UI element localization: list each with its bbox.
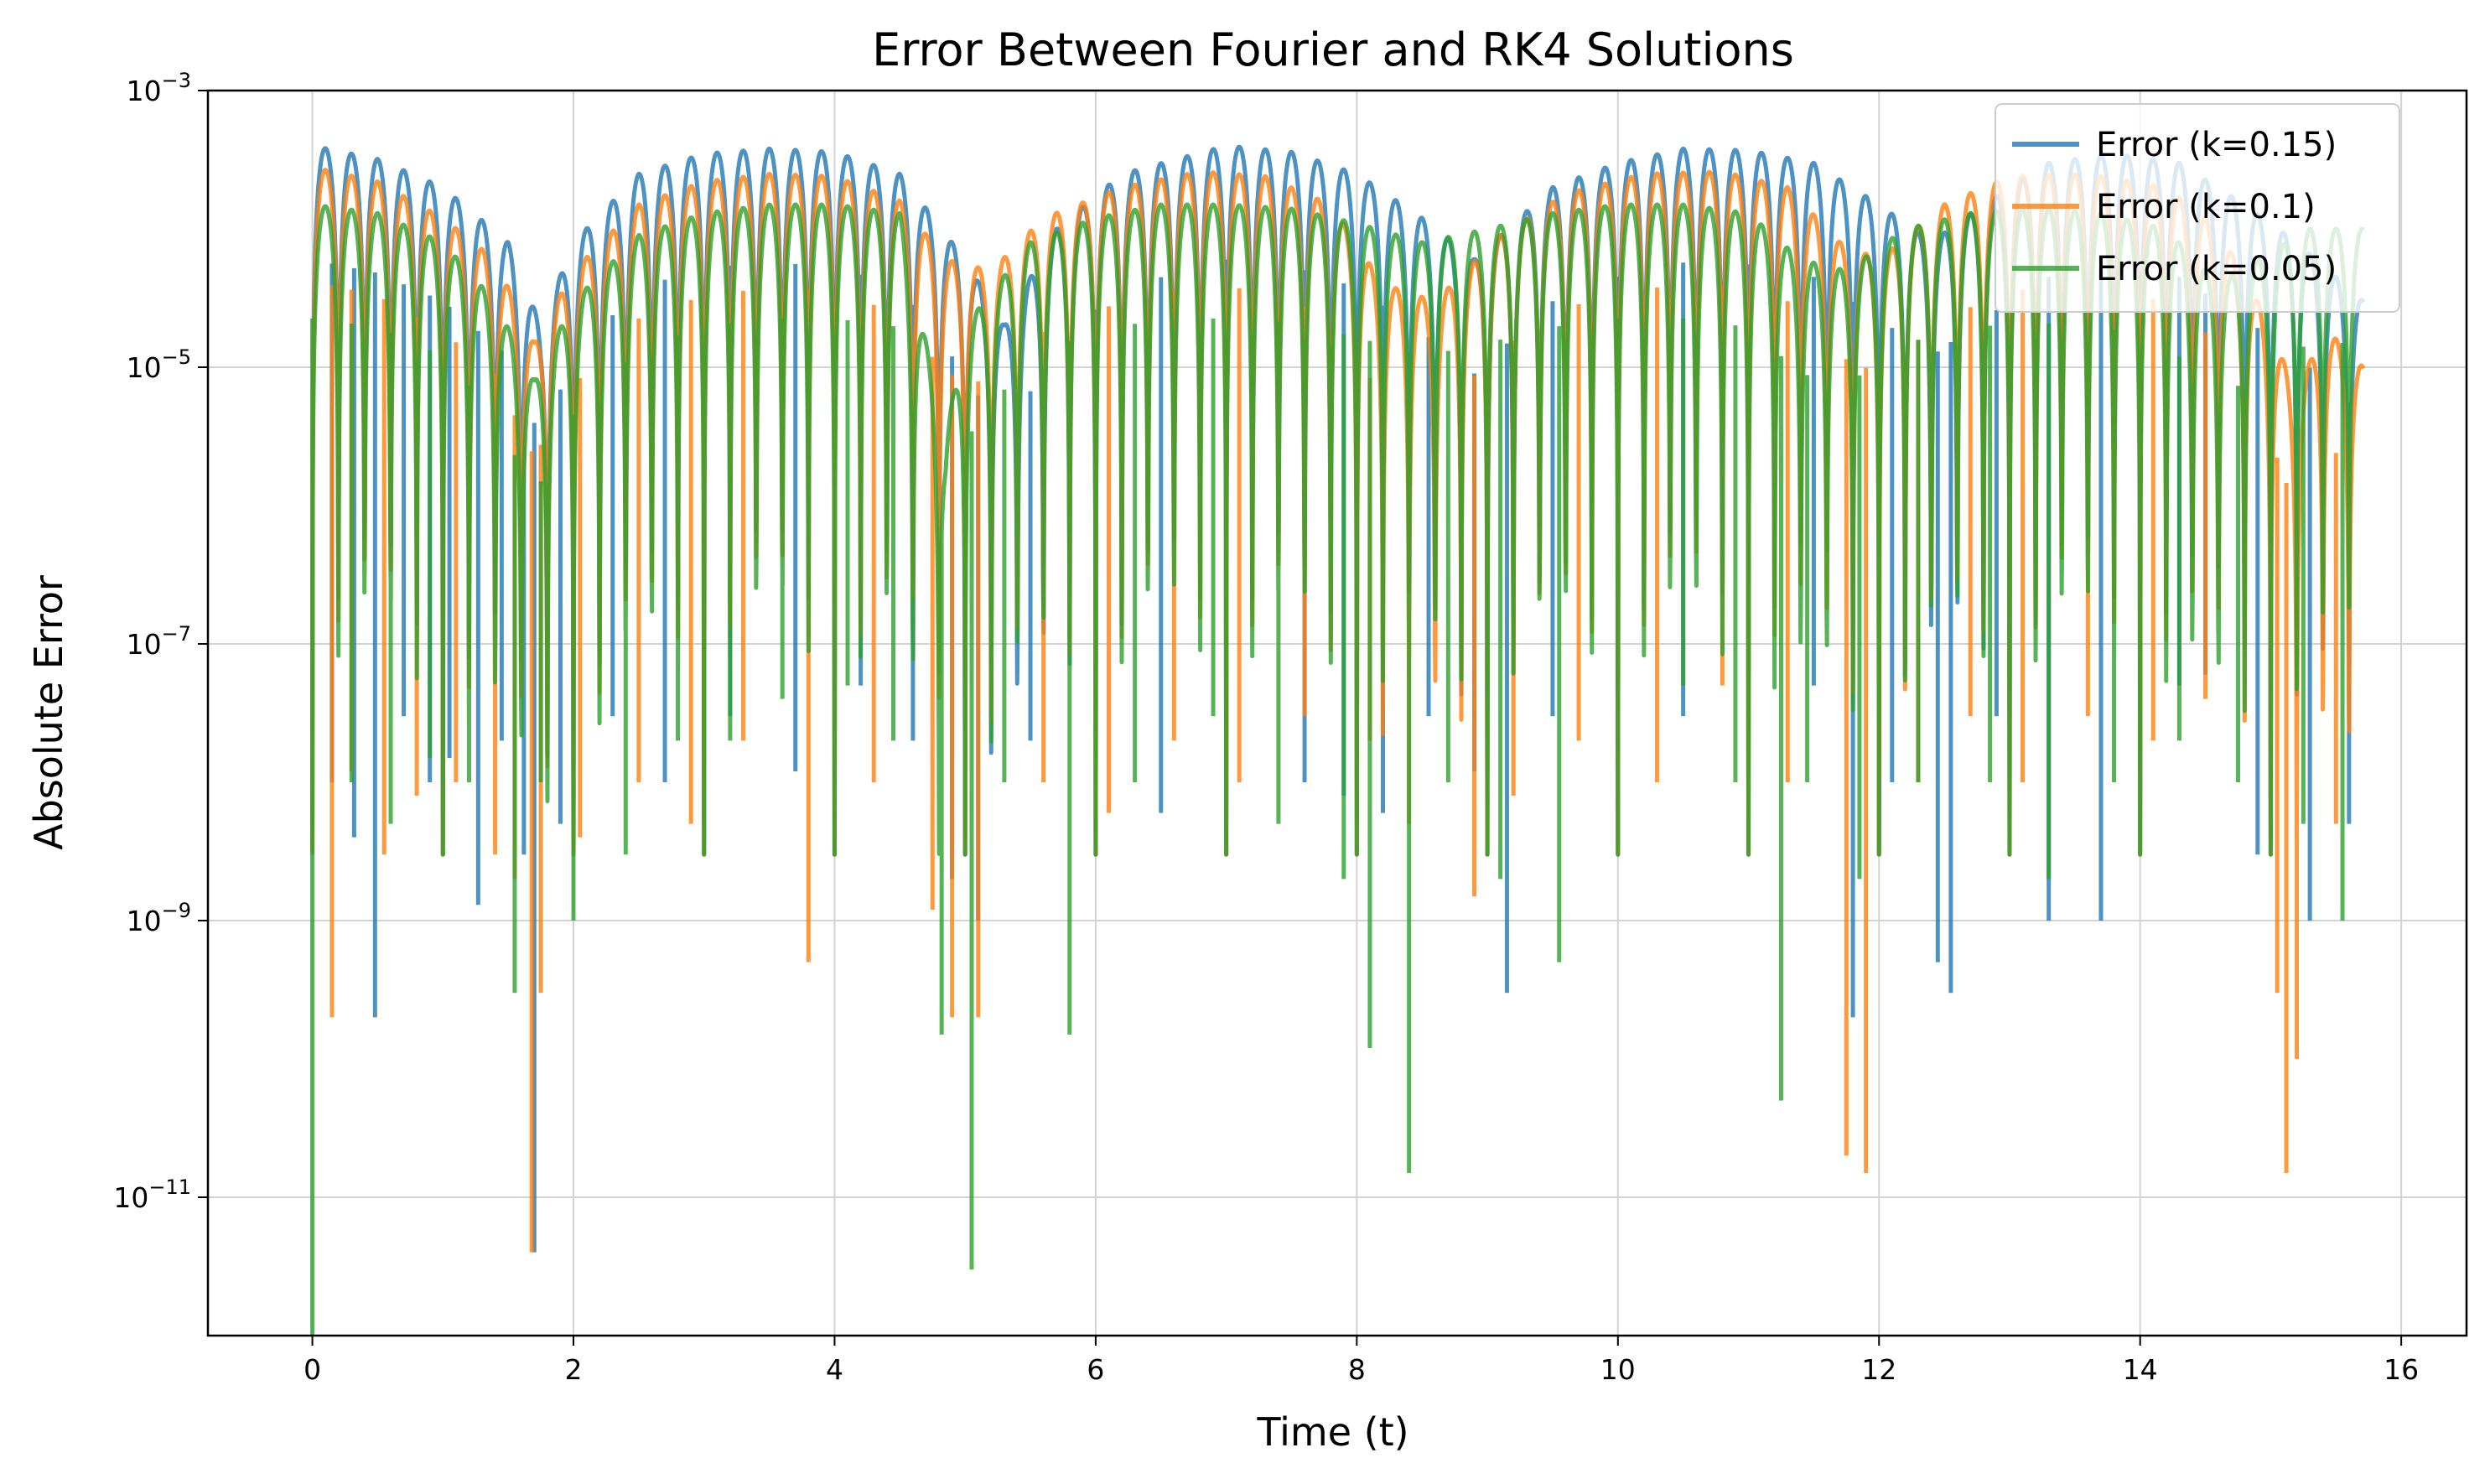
y-tick-label: 10−7 <box>127 622 191 661</box>
legend-label: Error (k=0.05) <box>2096 250 2337 288</box>
chart-title: Error Between Fourier and RK4 Solutions <box>872 23 1794 76</box>
x-axis-label: Time (t) <box>1256 1409 1408 1455</box>
y-axis-ticks: 10−11 10−9 10−7 10−5 10−3 <box>113 69 208 1214</box>
legend-box <box>1995 103 2400 313</box>
legend: Error (k=0.15) Error (k=0.1) Error (k=0.05… <box>1995 103 2400 313</box>
x-tick-label: 2 <box>565 1353 583 1386</box>
series-line-2 <box>310 202 2366 1336</box>
x-tick-label: 6 <box>1087 1353 1104 1386</box>
y-tick-label: 10−5 <box>127 345 191 384</box>
y-axis-label: Absolute Error <box>26 575 71 850</box>
legend-label: Error (k=0.1) <box>2096 188 2316 226</box>
x-tick-label: 12 <box>1861 1353 1896 1386</box>
y-tick-label: 10−11 <box>113 1175 191 1214</box>
x-tick-label: 10 <box>1600 1353 1636 1386</box>
x-tick-label: 16 <box>2384 1353 2419 1386</box>
x-tick-label: 0 <box>303 1353 321 1386</box>
x-tick-label: 8 <box>1348 1353 1366 1386</box>
y-tick-label: 10−9 <box>127 899 191 937</box>
x-tick-label: 4 <box>826 1353 843 1386</box>
x-axis-ticks: 0 2 4 6 8 10 12 14 16 <box>303 1336 2419 1386</box>
legend-label: Error (k=0.15) <box>2096 126 2337 164</box>
x-tick-label: 14 <box>2123 1353 2158 1386</box>
y-tick-label: 10−3 <box>127 69 191 107</box>
series-lines <box>310 144 2366 1336</box>
plot-frame <box>206 89 2468 1337</box>
